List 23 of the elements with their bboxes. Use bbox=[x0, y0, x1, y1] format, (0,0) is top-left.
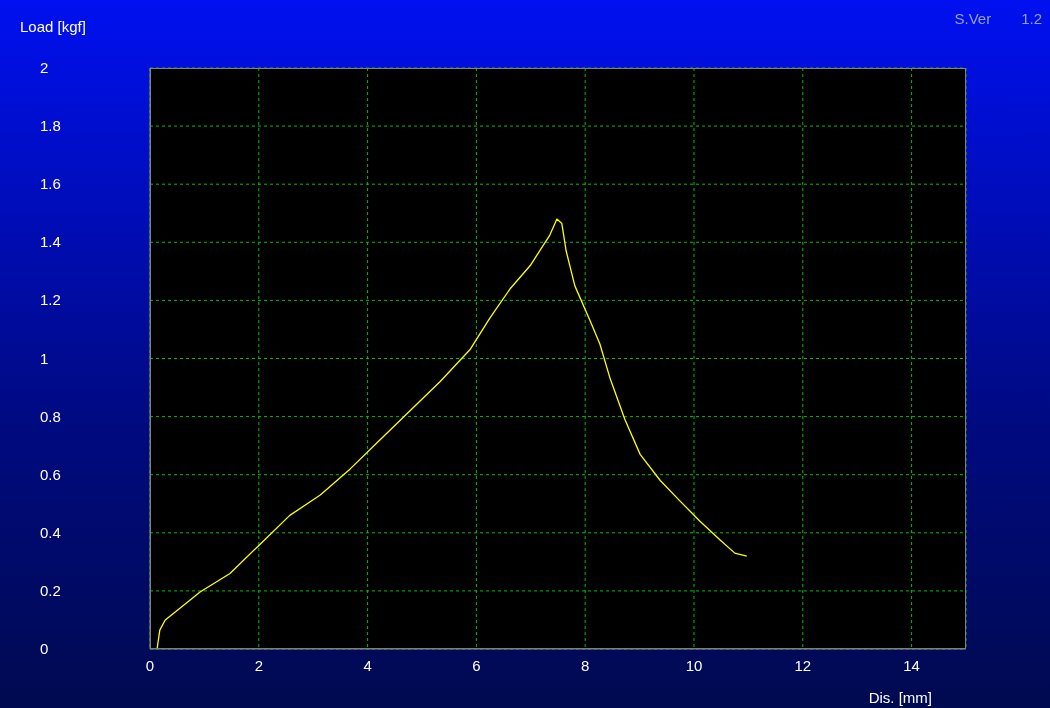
text: 1.2 bbox=[1021, 10, 1042, 27]
x-axis-title: Dis. [mm] bbox=[868, 689, 932, 706]
y-tick-label: 0 bbox=[40, 640, 49, 657]
y-tick-label: 1.4 bbox=[40, 233, 61, 251]
x-tick-label: 12 bbox=[794, 657, 812, 674]
x-tick-label: 6 bbox=[472, 657, 481, 674]
text: S.Ver bbox=[954, 10, 992, 27]
x-tick-label: 2 bbox=[254, 657, 263, 674]
y-tick-label: 0.2 bbox=[40, 581, 61, 599]
y-tick-label: 1.8 bbox=[40, 117, 61, 135]
x-tick-label: 8 bbox=[581, 657, 590, 674]
y-tick-label: 0.8 bbox=[40, 407, 61, 425]
y-tick-label: 0.4 bbox=[40, 523, 61, 541]
y-tick-label: 0.6 bbox=[40, 465, 61, 483]
y-axis-title: Load [kgf] bbox=[20, 18, 86, 35]
x-tick-label: 10 bbox=[685, 657, 703, 674]
y-tick-label: 2 bbox=[40, 59, 49, 76]
y-tick-label: 1.2 bbox=[40, 291, 61, 309]
y-tick-label: 1.6 bbox=[40, 175, 61, 193]
x-tick-label: 14 bbox=[903, 657, 920, 674]
x-tick-label: 4 bbox=[363, 657, 372, 674]
x-tick-label: 0 bbox=[145, 657, 155, 674]
y-tick-label: 1 bbox=[40, 349, 49, 367]
